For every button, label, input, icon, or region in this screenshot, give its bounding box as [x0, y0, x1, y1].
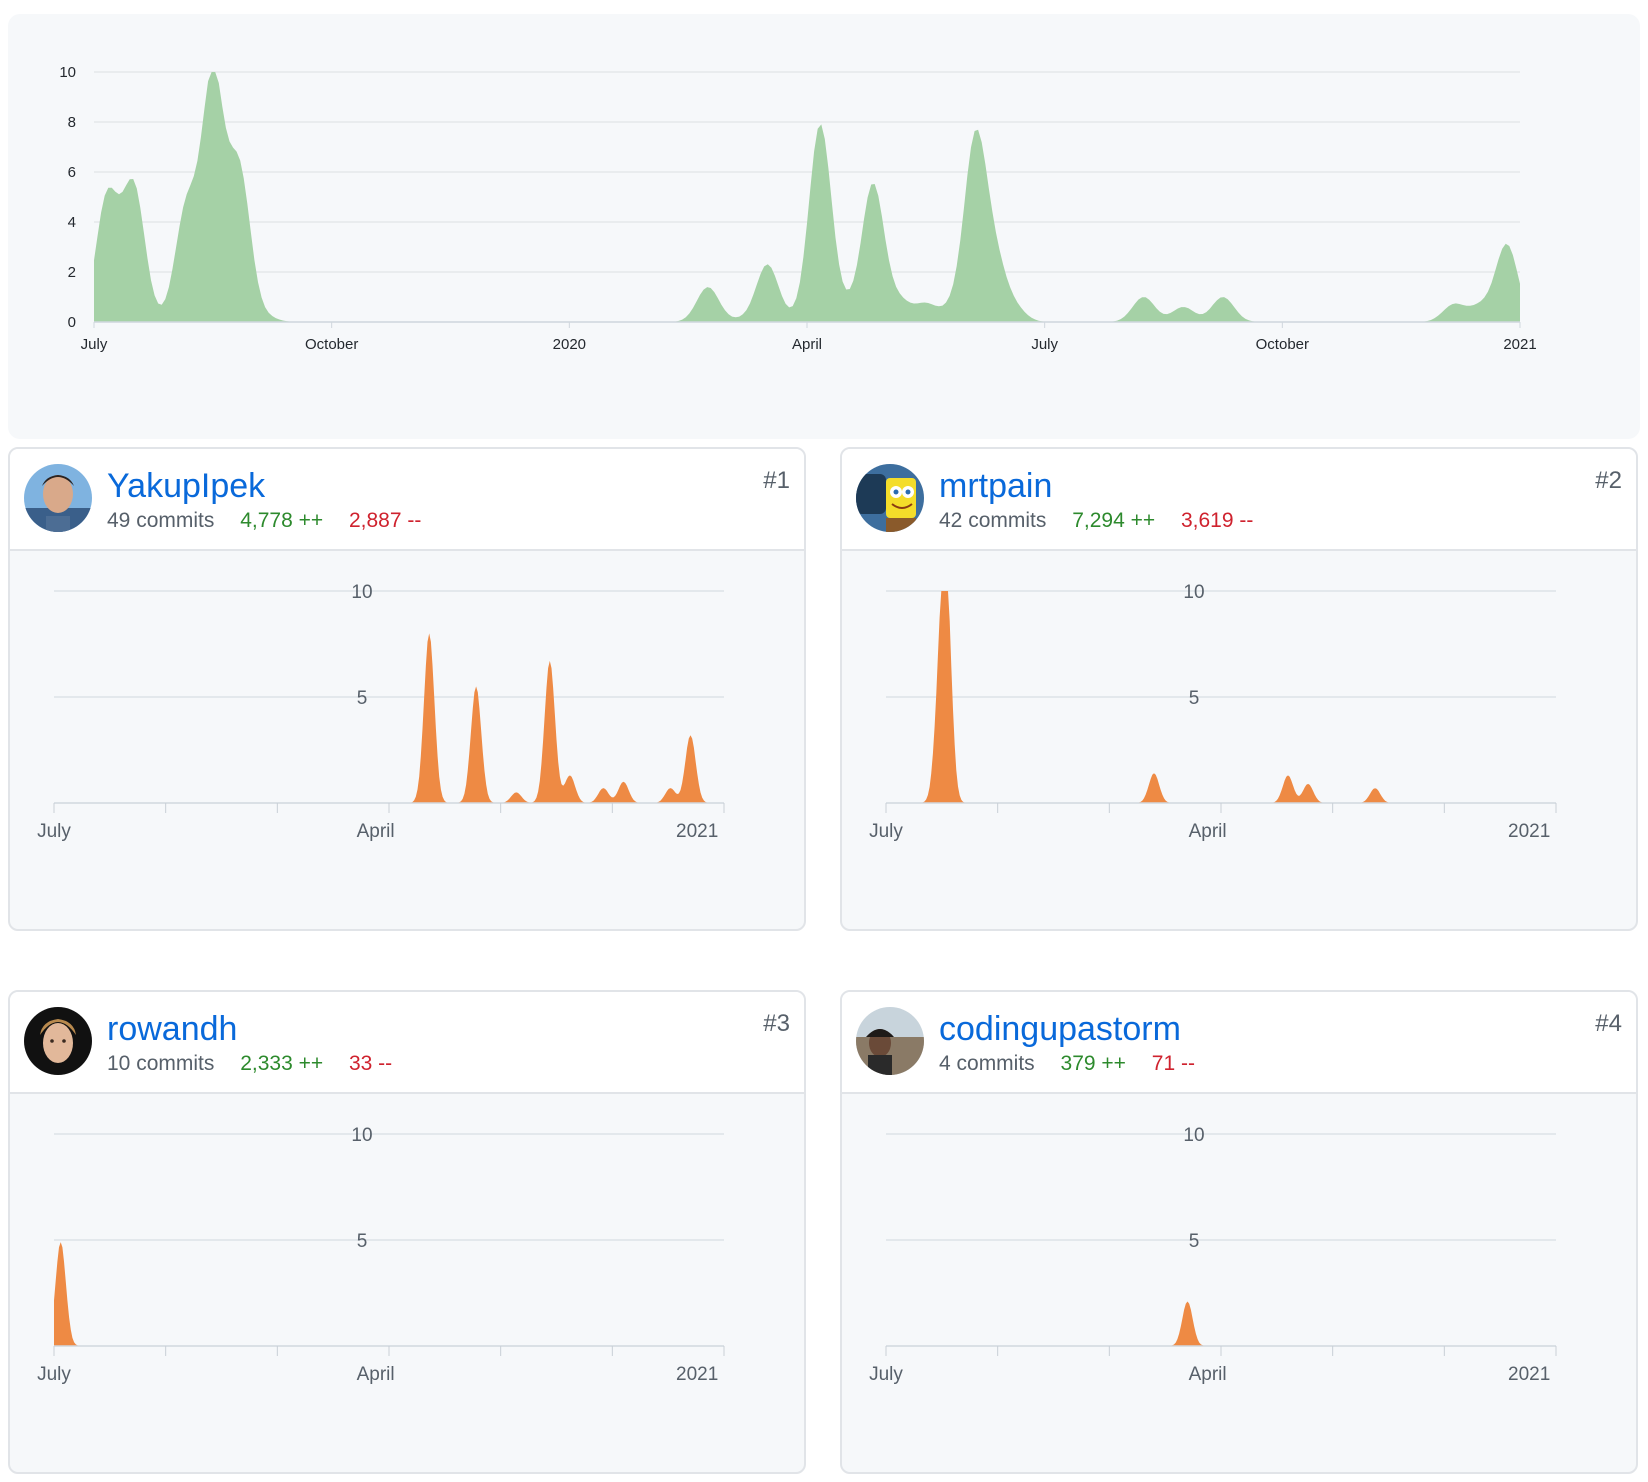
- y-tick-label: 2: [68, 264, 76, 281]
- x-tick-label: April: [1189, 821, 1227, 842]
- contributor-login-link[interactable]: rowandh: [107, 1010, 238, 1048]
- contributor-rank: #1: [763, 467, 790, 494]
- avatar[interactable]: [24, 1007, 92, 1075]
- additions-count: 4,778 ++: [240, 509, 324, 532]
- person-photo-icon: [24, 1007, 92, 1075]
- overview-commits-chart: 0 2 4 6 8 10 July October 2020 April July October 20…: [8, 14, 1640, 439]
- sponge-cartoon-icon: [856, 464, 924, 532]
- x-tick-label: July: [869, 1364, 903, 1385]
- x-tick-label: April: [1189, 1364, 1227, 1385]
- x-tick-label: July: [1031, 336, 1058, 353]
- x-tick-label: 2021: [1503, 336, 1536, 353]
- x-tick-label: July: [81, 336, 108, 353]
- commits-area: [94, 72, 1520, 322]
- contributor-card-2: mrtpain 42 commits 7,294 ++ 3,619 -- #2 …: [840, 447, 1638, 931]
- deletions-count: 2,887 --: [348, 509, 422, 532]
- contributor-login-link[interactable]: YakupIpek: [107, 467, 266, 505]
- x-tick-label: 2020: [553, 336, 586, 353]
- contributor-header: mrtpain 42 commits 7,294 ++ 3,619 -- #2: [842, 449, 1636, 551]
- contributor-commits-area: [886, 1301, 1556, 1346]
- contributor-rank: #2: [1595, 467, 1622, 494]
- y-tick-label: 10: [351, 582, 372, 603]
- contributor-commits-chart: 5 10 July April 2021: [869, 1125, 1557, 1385]
- x-tick-label: April: [357, 821, 395, 842]
- contributor-rank: #3: [763, 1010, 790, 1037]
- contributor-stats: 49 commits 4,778 ++ 2,887 --: [107, 507, 421, 535]
- commits-count-link[interactable]: 42 commits: [939, 509, 1047, 532]
- contributor-card-3: rowandh 10 commits 2,333 ++ 33 -- #3 5 10…: [8, 990, 806, 1474]
- contributor-commits-chart: 5 10 July April 2021: [37, 1125, 725, 1385]
- x-tick-label: July: [869, 821, 903, 842]
- contributor-header: YakupIpek 49 commits 4,778 ++ 2,887 -- #…: [10, 449, 804, 551]
- y-tick-label: 0: [68, 314, 76, 331]
- y-tick-label: 10: [59, 64, 76, 81]
- deletions-count: 3,619 --: [1180, 509, 1254, 532]
- contributor-login-link[interactable]: codingupastorm: [939, 1010, 1181, 1048]
- avatar[interactable]: [856, 464, 924, 532]
- avatar[interactable]: [24, 464, 92, 532]
- commits-count-link[interactable]: 10 commits: [107, 1052, 215, 1075]
- contributor-rank: #4: [1595, 1010, 1622, 1037]
- y-tick-label: 8: [68, 114, 76, 131]
- additions-count: 2,333 ++: [240, 1052, 324, 1075]
- contributor-card-4: codingupastorm 4 commits 379 ++ 71 -- #4…: [840, 990, 1638, 1474]
- y-tick-label: 5: [357, 1231, 368, 1252]
- avatar[interactable]: [856, 1007, 924, 1075]
- y-tick-label: 10: [1183, 1125, 1204, 1146]
- deletions-count: 33 --: [348, 1052, 393, 1075]
- commits-count-link[interactable]: 49 commits: [107, 509, 215, 532]
- y-tick-label: 4: [68, 214, 76, 231]
- x-tick-label: April: [357, 1364, 395, 1385]
- x-tick-label: October: [305, 336, 358, 353]
- contributor-stats: 42 commits 7,294 ++ 3,619 --: [939, 507, 1253, 535]
- contributor-stats: 10 commits 2,333 ++ 33 --: [107, 1050, 392, 1078]
- contributor-commits-chart: 5 10 July April 2021: [869, 582, 1557, 842]
- y-tick-label: 6: [68, 164, 76, 181]
- contributor-commits-area: [886, 591, 1556, 803]
- person-photo-icon: [24, 464, 92, 532]
- y-tick-label: 5: [1189, 688, 1200, 709]
- contributor-card-1: YakupIpek 49 commits 4,778 ++ 2,887 -- #…: [8, 447, 806, 931]
- x-tick-label: 2021: [1508, 821, 1550, 842]
- contributor-commits-chart: 5 10 July April 2021: [37, 582, 725, 842]
- x-tick-label: October: [1256, 336, 1309, 353]
- contributor-login-link[interactable]: mrtpain: [939, 467, 1053, 505]
- overview-chart-svg: 0 2 4 6 8 10 July October 2020 April July October 20…: [59, 64, 1536, 353]
- contributor-stats: 4 commits 379 ++ 71 --: [939, 1050, 1195, 1078]
- x-tick-label: 2021: [676, 1364, 718, 1385]
- contributor-commits-area: [54, 1242, 724, 1346]
- contributor-header: rowandh 10 commits 2,333 ++ 33 -- #3: [10, 992, 804, 1094]
- additions-count: 7,294 ++: [1072, 509, 1156, 532]
- x-tick-label: April: [792, 336, 822, 353]
- x-tick-label: July: [37, 821, 71, 842]
- y-tick-label: 10: [351, 1125, 372, 1146]
- additions-count: 379 ++: [1060, 1052, 1126, 1075]
- contributor-commits-area: [54, 633, 724, 803]
- x-tick-label: July: [37, 1364, 71, 1385]
- deletions-count: 71 --: [1151, 1052, 1195, 1075]
- x-tick-label: 2021: [676, 821, 718, 842]
- y-tick-label: 5: [357, 688, 368, 709]
- x-tick-label: 2021: [1508, 1364, 1550, 1385]
- commits-count-link[interactable]: 4 commits: [939, 1052, 1035, 1075]
- person-photo-icon: [856, 1007, 924, 1075]
- contributor-header: codingupastorm 4 commits 379 ++ 71 -- #4: [842, 992, 1636, 1094]
- y-tick-label: 5: [1189, 1231, 1200, 1252]
- y-tick-label: 10: [1183, 582, 1204, 603]
